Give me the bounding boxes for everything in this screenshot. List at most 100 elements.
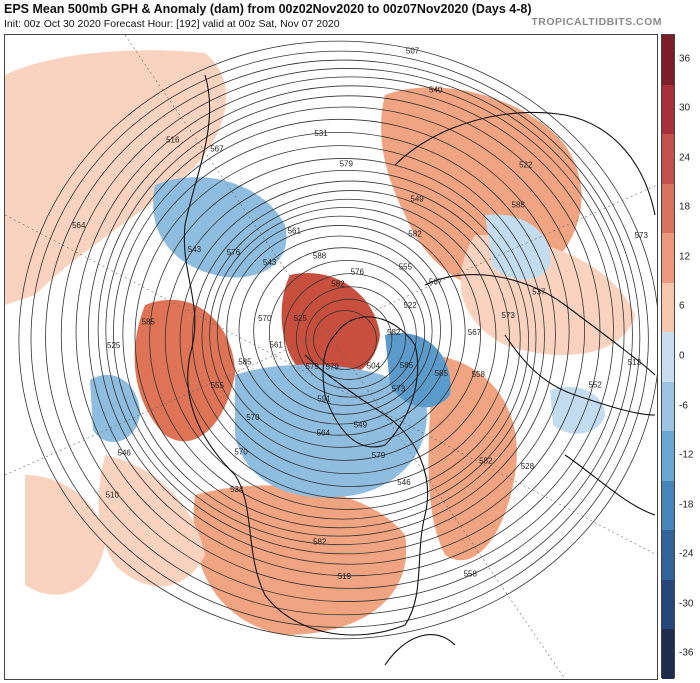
- contour-label: 531: [314, 129, 328, 138]
- contour-label: 549: [410, 194, 424, 203]
- colorbar-segment: [662, 629, 674, 680]
- chart-subtitle: Init: 00z Oct 30 2020 Forecast Hour: [19…: [4, 18, 340, 30]
- contour-label: 522: [403, 301, 417, 310]
- contour-label: 507: [406, 47, 420, 56]
- contour-label: 588: [313, 251, 327, 260]
- contour-label: 543: [263, 258, 277, 267]
- contour-label: 510: [106, 491, 120, 500]
- colorbar-segment: [662, 183, 674, 234]
- contour-label: 579: [340, 160, 354, 169]
- coast-south-america: [384, 634, 456, 666]
- contour-label: 582: [313, 538, 327, 547]
- contour-label: 585: [142, 317, 156, 326]
- contour-label: 564: [72, 221, 86, 230]
- coast-eurasia: [394, 111, 656, 376]
- colorbar-label: -30: [679, 598, 694, 610]
- contour-label: 585: [435, 369, 449, 378]
- contour-label: 582: [387, 328, 401, 337]
- contour-label: 570: [246, 413, 260, 422]
- height-contour: [97, 95, 601, 565]
- coastlines: [183, 74, 656, 666]
- contour-label: 582: [479, 457, 493, 466]
- warm-anomaly-north-pacific: [5, 50, 227, 305]
- coast-greenland: [322, 316, 419, 448]
- colorbar-label: -24: [679, 548, 694, 560]
- contour-label: 585: [238, 357, 252, 366]
- contour-label: 522: [519, 161, 533, 170]
- height-contour: [105, 106, 586, 555]
- colorbar-label: 30: [679, 102, 691, 114]
- colorbar-label: 36: [679, 53, 691, 65]
- contour-label: 525: [107, 341, 121, 350]
- contour-label: 570: [258, 314, 272, 323]
- contour-label: 567: [468, 328, 482, 337]
- contour-label: 561: [270, 340, 284, 349]
- colorbar-label: -12: [679, 449, 694, 461]
- contour-label: 582: [331, 280, 345, 289]
- contour-label: 588: [512, 201, 526, 210]
- colorbar-label: 18: [679, 201, 691, 213]
- colorbar-segment: [662, 431, 674, 482]
- contour-label: 516: [166, 136, 180, 145]
- contour-label: 525: [294, 314, 308, 323]
- height-contour: [164, 169, 529, 510]
- height-contour: [179, 180, 521, 499]
- contour-label: 528: [521, 462, 535, 471]
- height-contour: [238, 235, 441, 425]
- height-contour: [18, 40, 657, 640]
- graticule: [5, 35, 657, 679]
- height-contour: [30, 50, 649, 628]
- cool-anomaly-pacific: [90, 374, 140, 442]
- contour-label: 570: [234, 447, 248, 456]
- contour-label: 573: [392, 385, 406, 394]
- coast-north-america: [183, 74, 429, 636]
- colorbar-label: -36: [679, 647, 694, 659]
- contour-label: 555: [211, 381, 225, 390]
- colorbar-segment: [662, 233, 674, 284]
- height-contour: [253, 247, 433, 415]
- warm-anomaly-us: [193, 485, 407, 635]
- height-contour: [149, 158, 537, 520]
- height-contour: [313, 310, 377, 370]
- map-panel: 582 579 576 573 570 567 564 561 558 555 549 546 543 5…: [4, 34, 658, 680]
- colorbar-segment: [662, 35, 674, 86]
- contour-labels: 582 579 576 573 570 567 564 561 558 555 549 546 543 5…: [72, 47, 648, 581]
- chart-title: EPS Mean 500mb GPH & Anomaly (dam) from …: [4, 2, 532, 16]
- colorbar-label: 24: [679, 152, 691, 164]
- colorbar-segment: [662, 84, 674, 135]
- height-contour: [113, 118, 570, 546]
- anomaly-colorbar: [661, 34, 675, 680]
- colorbar-segment: [662, 134, 674, 185]
- height-contour: [134, 145, 545, 529]
- contour-label: 591: [317, 395, 331, 404]
- contour-label: 579: [372, 451, 386, 460]
- colorbar-segment: [662, 282, 674, 333]
- contour-label: 546: [118, 448, 132, 457]
- brand-watermark: TROPICALTIDBITS.COM: [531, 16, 662, 28]
- height-contour: [88, 85, 614, 577]
- contour-label: 585: [400, 361, 414, 370]
- height-contour: [122, 131, 556, 537]
- colorbar-label: 0: [679, 350, 685, 362]
- warm-anomaly-east-pacific-lobe: [98, 455, 205, 587]
- polar-map: 582 579 576 573 570 567 564 561 558 555 549 546 543 5…: [5, 35, 657, 679]
- height-contour: [201, 198, 497, 475]
- contour-label: 576: [351, 268, 365, 277]
- contour-label: 504: [367, 362, 381, 371]
- warm-anomaly-north-atlantic: [428, 355, 517, 561]
- colorbar-segment: [662, 332, 674, 383]
- height-contour: [305, 298, 393, 380]
- contour-label: 564: [317, 429, 331, 438]
- contour-label: 534: [230, 485, 244, 494]
- contour-label: 546: [397, 478, 411, 487]
- contour-label: 567: [210, 145, 224, 154]
- colorbar-segment: [662, 480, 674, 531]
- contour-label: 543: [188, 245, 202, 254]
- contour-label: 552: [589, 381, 603, 390]
- contour-label: 558: [464, 569, 478, 578]
- contour-label: 567: [429, 278, 443, 287]
- colorbar-label: 12: [679, 251, 691, 263]
- height-contours: [18, 40, 657, 640]
- height-contour: [226, 225, 452, 436]
- height-contour: [283, 273, 417, 398]
